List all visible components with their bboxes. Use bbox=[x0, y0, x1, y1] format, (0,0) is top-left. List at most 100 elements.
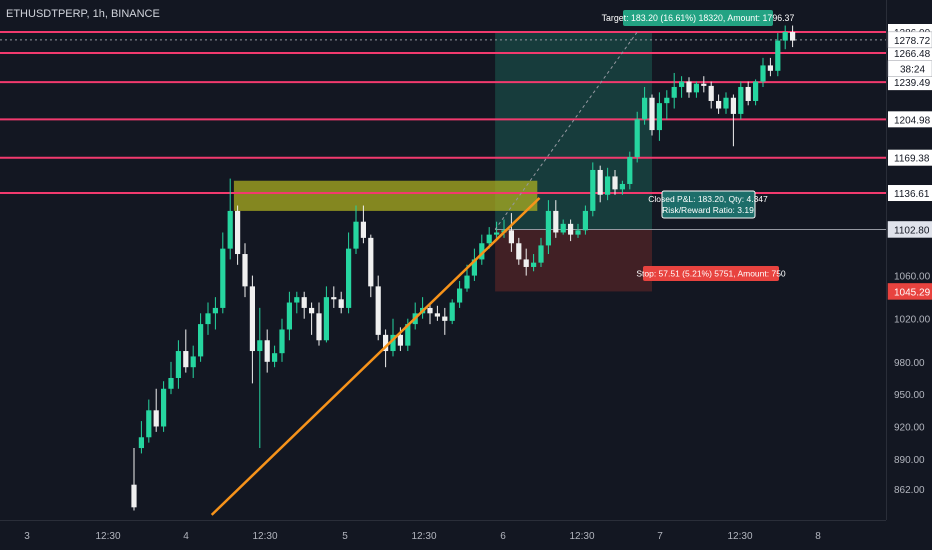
position-path bbox=[494, 31, 638, 230]
candle-bear bbox=[597, 169, 603, 195]
axis-badge-countdown bbox=[887, 60, 932, 77]
level-badge-label: 1266.48 bbox=[894, 49, 931, 60]
candle-bull bbox=[775, 40, 781, 71]
candle-layer bbox=[131, 25, 796, 511]
candle-bull bbox=[390, 334, 396, 352]
time-tick-label: 6 bbox=[500, 531, 506, 542]
candle-bull bbox=[545, 210, 551, 246]
candle-bull bbox=[279, 329, 285, 354]
candle-bull bbox=[323, 297, 329, 341]
time-tick-label: 5 bbox=[342, 531, 348, 542]
price-tick-label: 862.00 bbox=[894, 485, 925, 496]
candle-bear bbox=[716, 100, 722, 109]
candle-bull bbox=[146, 410, 152, 438]
candle-bear bbox=[516, 243, 522, 260]
candle-bull bbox=[272, 353, 278, 362]
candle-bull bbox=[693, 83, 699, 93]
candle-bear bbox=[331, 297, 337, 300]
candle-bear bbox=[508, 230, 514, 244]
axis-badge-label: 1045.29 bbox=[894, 287, 931, 298]
candle-bull bbox=[405, 324, 411, 346]
level-badge bbox=[888, 111, 932, 128]
axis-badge-label: 1278.72 bbox=[894, 36, 931, 47]
closed-pnl-label: Closed P&L: 183.20, Qty: 4.347 bbox=[648, 194, 768, 204]
candle-bull bbox=[346, 248, 352, 308]
candle-bear bbox=[375, 286, 381, 335]
level-badge bbox=[888, 45, 932, 62]
candle-bear bbox=[301, 297, 307, 308]
candle-bear bbox=[730, 97, 736, 114]
candle-bull bbox=[286, 302, 292, 330]
candle-bull bbox=[190, 356, 196, 368]
candle-bull bbox=[449, 302, 455, 321]
level-layer bbox=[0, 31, 886, 195]
candle-bear bbox=[242, 254, 248, 287]
time-tick-label: 8 bbox=[815, 531, 821, 542]
candle-bull bbox=[590, 169, 596, 211]
candle-bear bbox=[368, 237, 374, 287]
candle-bear bbox=[427, 307, 433, 314]
candle-bull bbox=[656, 103, 662, 131]
candle-bull bbox=[760, 65, 766, 82]
candle-bull bbox=[723, 97, 729, 109]
time-axis[interactable]: 3 12:30 4 12:30 5 12:30 6 12:30 7 12:30 8 bbox=[0, 520, 886, 543]
target-label-box bbox=[623, 10, 773, 26]
time-tick-label: 4 bbox=[183, 531, 189, 542]
trendline[interactable] bbox=[210, 197, 541, 516]
candle-bear bbox=[701, 83, 707, 86]
candle-bear bbox=[745, 86, 751, 101]
candle-bull bbox=[205, 313, 211, 325]
level-badge bbox=[888, 185, 932, 202]
candle-bear bbox=[338, 299, 344, 308]
risk-reward-label: Risk/Reward Ratio: 3.19 bbox=[662, 205, 754, 215]
candle-bear bbox=[235, 210, 241, 255]
candle-bear bbox=[767, 65, 773, 71]
candle-bull bbox=[531, 262, 537, 267]
candle-bull bbox=[582, 210, 588, 231]
time-tick-label: 12:30 bbox=[252, 531, 277, 542]
price-axis[interactable]: 862.00 890.00 920.00 950.00 980.00 1020.00 106… bbox=[886, 0, 932, 520]
time-tick-label: 12:30 bbox=[411, 531, 436, 542]
candle-bear bbox=[434, 313, 440, 317]
axis-badge-current bbox=[887, 31, 932, 49]
resistance-zone[interactable] bbox=[233, 180, 538, 211]
label-layer: Target: 183.20 (16.61%) 18320, Amount: 1… bbox=[602, 10, 794, 281]
candle-bull bbox=[212, 307, 218, 314]
candle-bear bbox=[360, 221, 366, 238]
symbol-title: ETHUSDTPERP, 1h, BINANCE bbox=[6, 8, 160, 20]
time-tick-label: 7 bbox=[657, 531, 663, 542]
time-tick-label: 12:30 bbox=[569, 531, 594, 542]
candle-bull bbox=[782, 32, 788, 41]
candle-bull bbox=[664, 97, 670, 104]
candle-bear bbox=[708, 85, 714, 101]
candle-bull bbox=[161, 388, 167, 427]
candle-bull bbox=[605, 176, 611, 195]
candle-bull bbox=[457, 288, 463, 303]
trend-layer[interactable] bbox=[210, 31, 638, 516]
stop-label-box bbox=[643, 266, 779, 281]
candle-bull bbox=[168, 377, 174, 389]
candle-bull bbox=[479, 243, 485, 260]
candle-bull bbox=[642, 97, 648, 120]
loss-zone bbox=[495, 229, 652, 292]
candle-bull bbox=[753, 81, 759, 101]
candle-bull bbox=[738, 86, 744, 114]
stop-label: Stop: 57.51 (5.21%) 5751, Amount: 750 bbox=[636, 269, 786, 279]
price-tick-label: 1020.00 bbox=[894, 315, 931, 326]
candle-bear bbox=[383, 334, 389, 352]
candle-bull bbox=[198, 324, 204, 357]
candle-bull bbox=[575, 230, 581, 235]
candle-bull bbox=[220, 248, 226, 308]
price-tick-label: 980.00 bbox=[894, 358, 925, 369]
candle-bull bbox=[679, 81, 685, 87]
level-badge bbox=[888, 149, 932, 166]
zone-layer bbox=[233, 32, 886, 292]
candle-bear bbox=[131, 484, 137, 508]
candle-bear bbox=[309, 307, 315, 314]
candle-bull bbox=[619, 183, 625, 190]
candle-bull bbox=[227, 210, 233, 249]
candle-bear bbox=[649, 97, 655, 131]
candle-bull bbox=[294, 297, 300, 303]
level-badge-label: 1136.61 bbox=[894, 189, 930, 200]
